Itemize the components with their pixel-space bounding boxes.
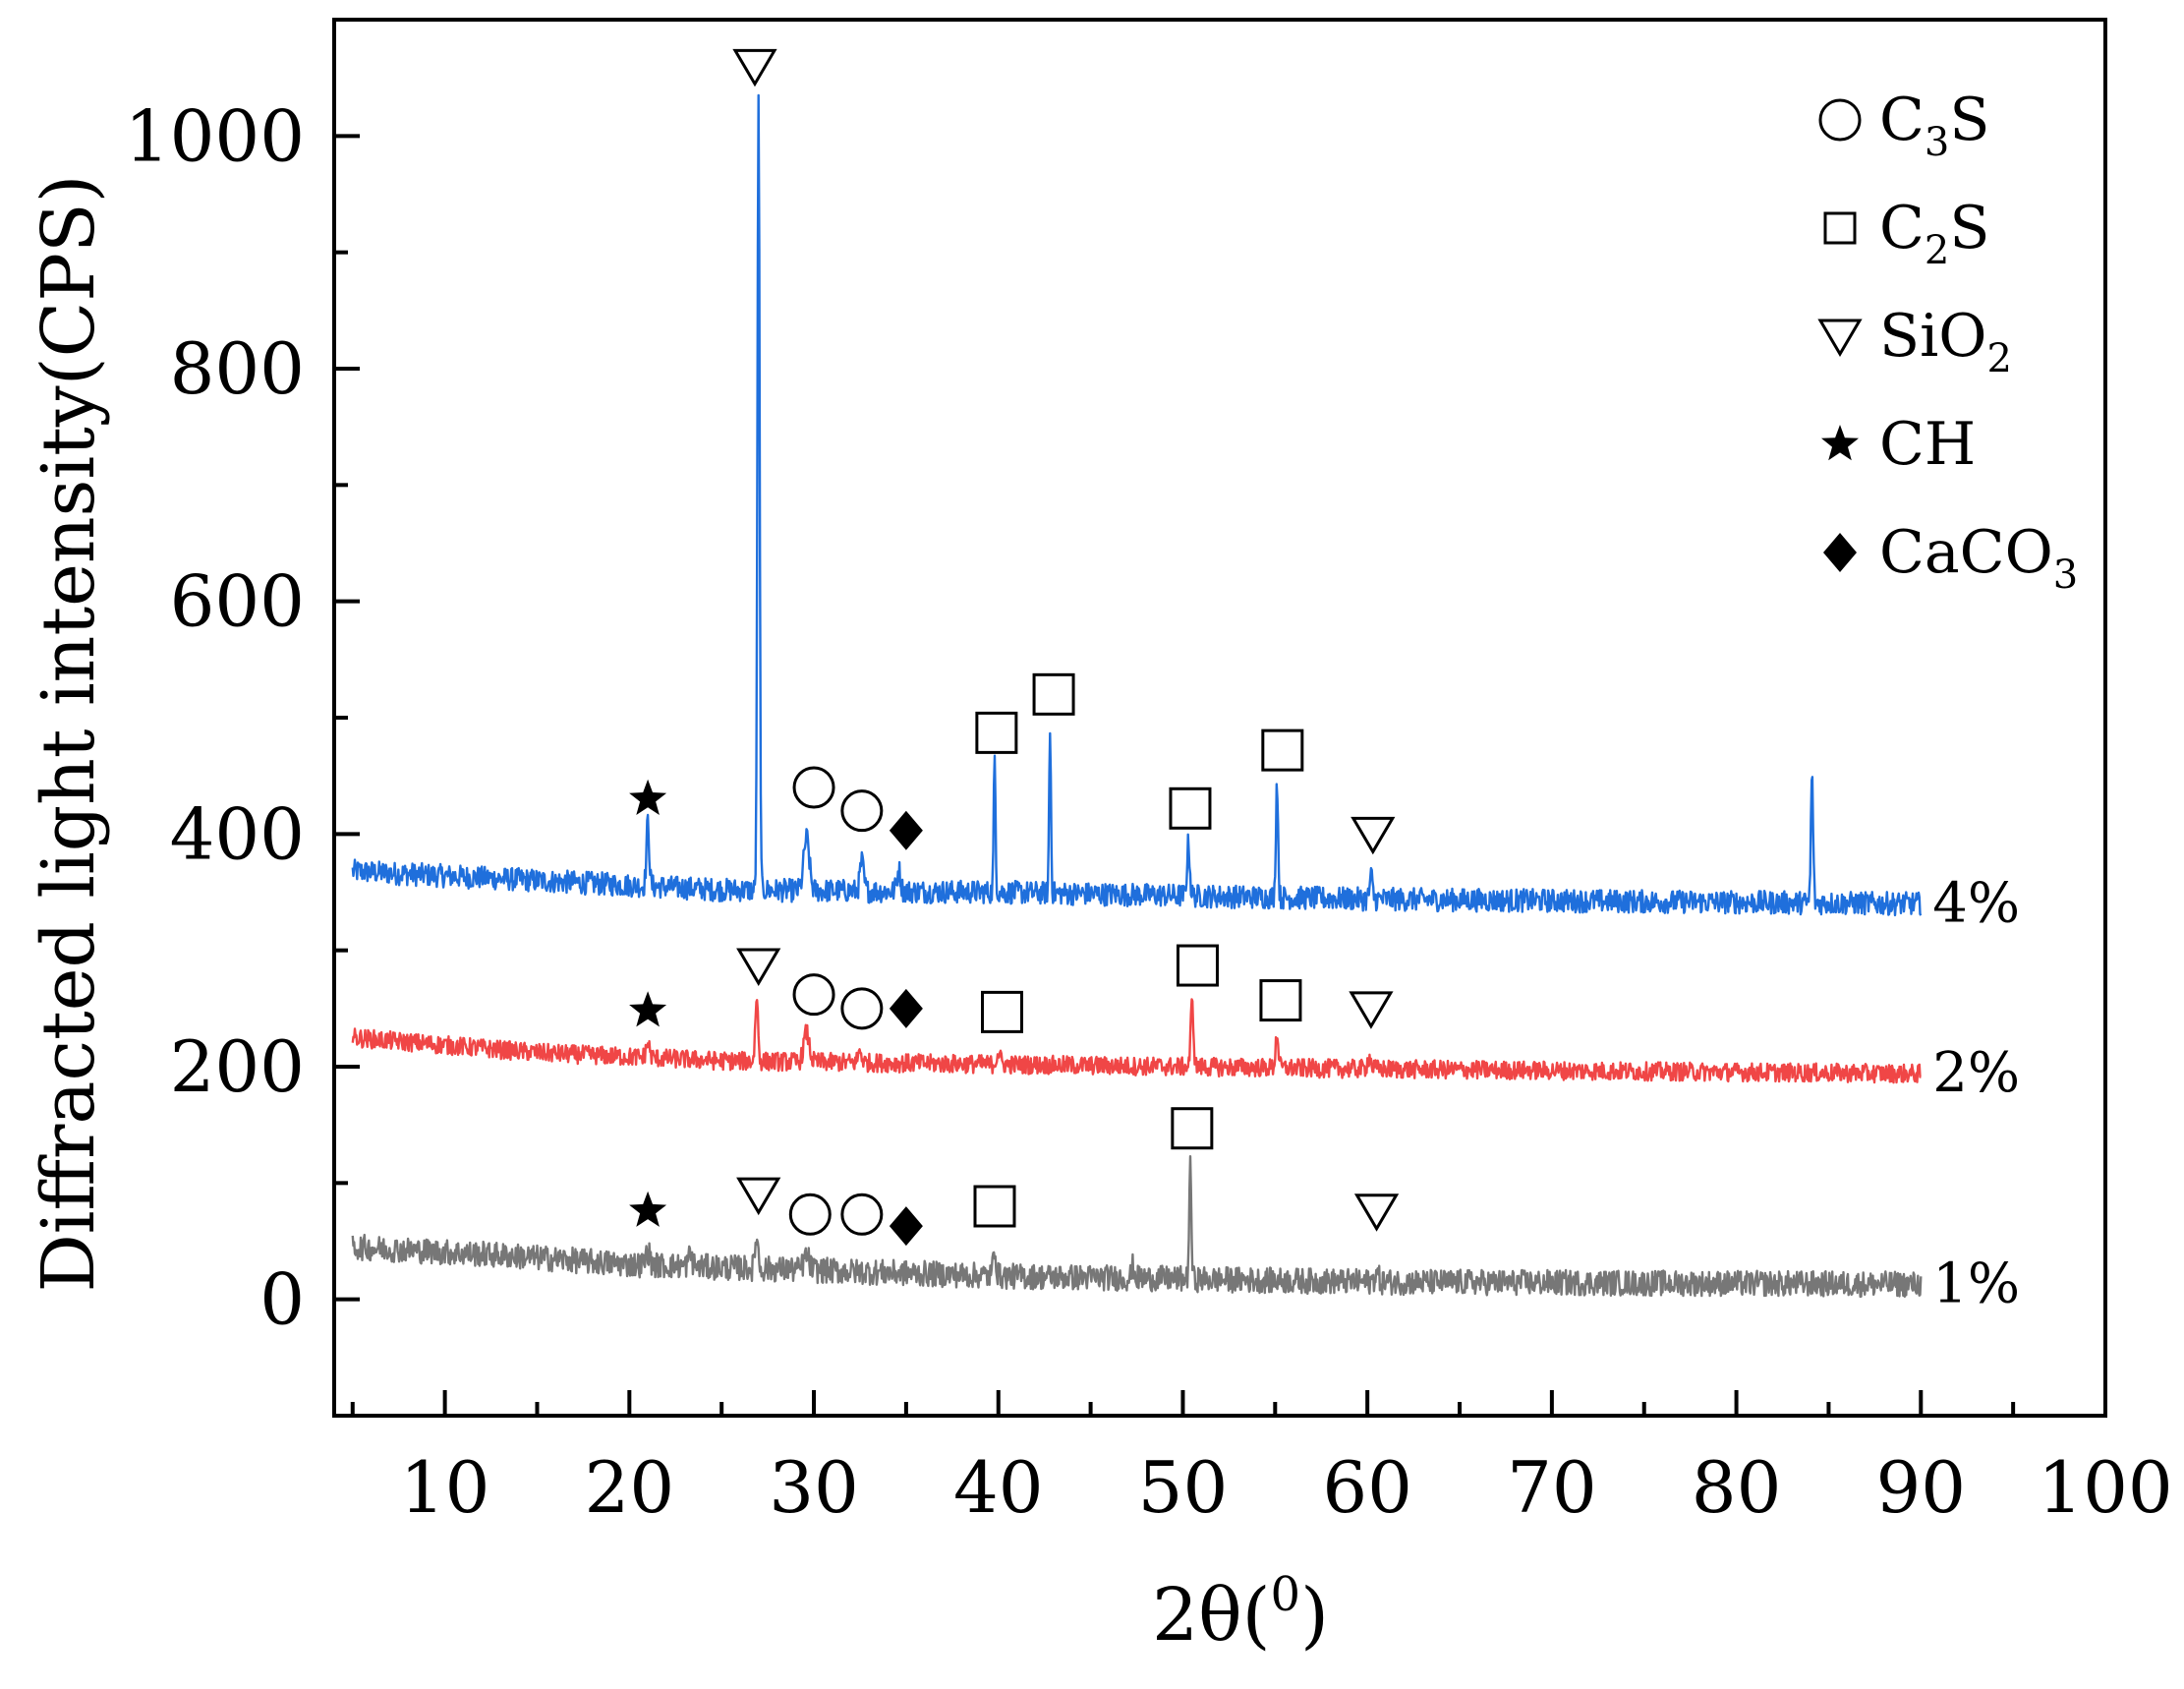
circle-legend-icon (1818, 98, 1862, 142)
x-tick-label: 10 (400, 1446, 490, 1529)
diamond-marker (889, 810, 923, 850)
triangle-marker (736, 948, 781, 987)
square-marker (1032, 672, 1075, 716)
x-axis-title: 2θ(0) (1152, 1567, 1329, 1658)
square-marker (981, 990, 1024, 1033)
square-marker (1176, 944, 1219, 987)
circle-marker (792, 766, 835, 809)
triangle-marker (1353, 1194, 1400, 1232)
square-marker (1169, 786, 1212, 830)
y-axis-title: Diffracted light intensity(CPS) (27, 174, 111, 1292)
legend-entry-label: C3S (1879, 86, 1989, 165)
square-legend-icon (1823, 211, 1857, 245)
legend: C3S C2S SiO2 CH CaCO3 (1817, 86, 2078, 598)
circle-marker (840, 1193, 884, 1236)
circle-marker (792, 973, 835, 1017)
circle-marker (788, 1193, 832, 1236)
y-tick-label: 1000 (125, 94, 305, 177)
series-line-4pct (351, 93, 1923, 917)
y-tick-label: 200 (170, 1025, 305, 1108)
star-legend-icon (1821, 425, 1859, 461)
series-label-layer: 4% 2% 1% (1932, 871, 2020, 1315)
star-marker (629, 1191, 667, 1227)
square-marker (975, 711, 1018, 754)
x-tick-label: 20 (585, 1446, 675, 1529)
x-tick-label: 70 (1507, 1446, 1597, 1529)
square-marker (973, 1185, 1016, 1228)
legend-entry-label: CH (1879, 410, 1976, 479)
x-tick-label: 30 (769, 1446, 859, 1529)
plot-frame (332, 18, 2107, 1418)
y-tick-label: 600 (170, 560, 305, 643)
x-tick-label: 60 (1322, 1446, 1412, 1529)
triangle-marker (1349, 991, 1394, 1029)
legend-entry-label: C2S (1879, 194, 1989, 273)
triangle-marker (1351, 816, 1396, 855)
series-line-1pct (351, 1155, 1923, 1299)
square-marker (1259, 979, 1302, 1022)
square-marker (1171, 1107, 1214, 1150)
x-tick-label: 80 (1692, 1446, 1782, 1529)
triangle-legend-icon (1817, 319, 1863, 357)
legend-entry-label: CaCO3 (1879, 518, 2078, 598)
y-tick-label: 800 (170, 327, 305, 410)
circle-marker (840, 987, 884, 1030)
triangle-marker (736, 1177, 781, 1216)
circle-marker (840, 789, 884, 833)
series-layer (351, 93, 1923, 1299)
diamond-marker (889, 988, 923, 1028)
star-marker (629, 991, 667, 1027)
x-tick-label: 90 (1875, 1446, 1966, 1529)
series-end-label: 1% (1932, 1252, 2020, 1315)
triangle-marker (732, 48, 777, 87)
square-marker (1261, 728, 1304, 772)
x-tick-label: 40 (953, 1446, 1044, 1529)
y-tick-label: 400 (170, 792, 305, 875)
series-end-label: 2% (1932, 1041, 2020, 1105)
star-marker (629, 779, 667, 815)
axes-layer (332, 18, 2107, 1418)
series-line-2pct (351, 998, 1922, 1084)
x-tick-label: 100 (2038, 1446, 2172, 1529)
diamond-legend-icon (1823, 533, 1857, 572)
legend-entry-label: SiO2 (1879, 302, 2012, 381)
series-end-label: 4% (1932, 871, 2020, 935)
diamond-marker (889, 1206, 923, 1247)
y-tick-label: 0 (259, 1258, 305, 1341)
x-tick-label: 50 (1138, 1446, 1229, 1529)
marker-layer (629, 48, 1400, 1247)
